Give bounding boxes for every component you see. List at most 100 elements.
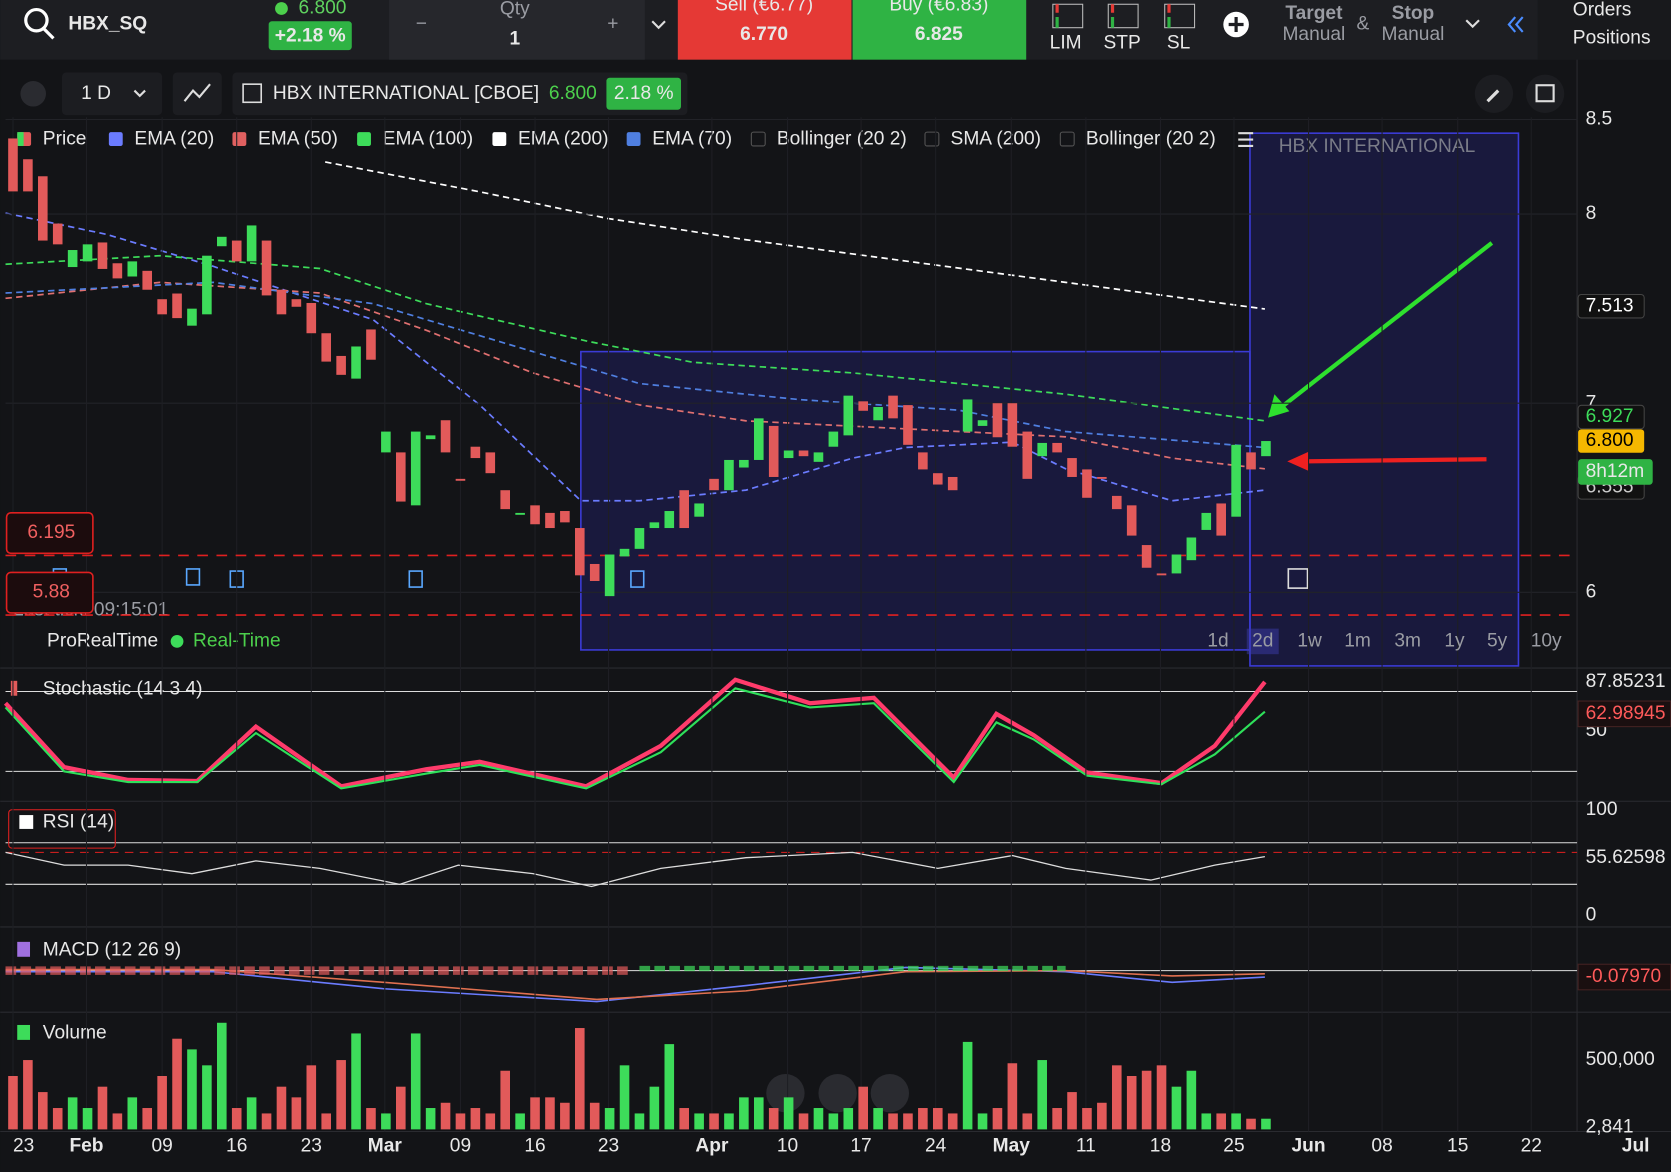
order-type[interactable]: LIM [1050, 33, 1082, 54]
period-button[interactable]: 1m [1344, 630, 1371, 651]
candle [888, 395, 898, 419]
period-button[interactable]: 1w [1297, 630, 1322, 651]
legend-item[interactable]: EMA (20) [134, 129, 214, 150]
instrument-box[interactable] [232, 72, 688, 116]
collapse-icon[interactable] [1507, 16, 1524, 33]
candle [1216, 503, 1226, 536]
alert-label: 6.195 [27, 522, 75, 543]
candle [753, 418, 764, 460]
orders[interactable]: Orders [1573, 0, 1632, 21]
stop[interactable]: Stop [1392, 3, 1435, 24]
volume-bar [1111, 1065, 1122, 1130]
period-button[interactable]: 1d [1207, 630, 1228, 651]
legend-item[interactable]: EMA (200) [518, 129, 609, 150]
candle [381, 431, 391, 453]
volume-bar [1186, 1070, 1197, 1130]
volume-bar [381, 1113, 391, 1130]
alert-box[interactable] [5, 571, 94, 614]
symbol[interactable]: HBX_SQ [68, 14, 147, 35]
volume-bar [858, 1086, 868, 1130]
feed-dot [170, 635, 184, 648]
candle [664, 511, 675, 529]
volume-bar [157, 1076, 167, 1130]
period-button[interactable]: 10y [1531, 630, 1562, 651]
period-button[interactable]: 3m [1394, 630, 1421, 651]
target-mode: Manual [1282, 24, 1345, 45]
alert-box[interactable] [5, 512, 94, 555]
news-icon[interactable] [408, 570, 423, 588]
target[interactable]: Target [1285, 3, 1343, 24]
legend-item[interactable]: EMA (70) [652, 129, 732, 150]
qty-plus[interactable]: + [607, 14, 618, 35]
x-tick-label: 17 [850, 1135, 871, 1156]
legend-item[interactable]: SMA (200) [951, 129, 1042, 150]
news-icon[interactable] [185, 568, 201, 586]
buy-button[interactable] [852, 0, 1027, 60]
period-button[interactable]: 5y [1487, 630, 1508, 651]
stoch-title: Stochastic (14 3 4) [43, 678, 203, 699]
candle [1052, 442, 1062, 453]
lim-icon[interactable] [1052, 3, 1084, 29]
drawn-rectangle[interactable] [580, 350, 1251, 651]
x-tick-label: Jun [1292, 1135, 1326, 1156]
rsi-title-box [8, 809, 116, 849]
reset-zoom[interactable] [766, 1073, 805, 1113]
brand: ProRealTime [47, 630, 158, 651]
candle [604, 554, 615, 597]
volume-bar [172, 1038, 182, 1130]
sl-icon[interactable] [1164, 3, 1196, 29]
zoom-out[interactable] [818, 1073, 857, 1113]
x-tick-label: 10 [777, 1135, 798, 1156]
red-arrow[interactable] [1302, 457, 1487, 464]
lock-icon[interactable] [20, 80, 46, 107]
drawn-rectangle[interactable] [1249, 132, 1520, 667]
y-tick-label: 8.5 [1586, 109, 1613, 130]
buy-label: Buy (€6.83) [889, 0, 988, 15]
volume-bar [500, 1070, 511, 1130]
window-button[interactable] [1525, 74, 1565, 113]
qty[interactable]: 1 [509, 28, 520, 49]
stp-icon[interactable] [1107, 3, 1139, 29]
timeframe-box[interactable] [61, 72, 163, 116]
legend-item[interactable]: Bollinger (20 2) [777, 129, 907, 150]
candle [351, 346, 361, 379]
period-button[interactable]: 2d [1252, 630, 1273, 651]
candle [276, 289, 287, 315]
order-type[interactable]: SL [1167, 33, 1191, 54]
chevron[interactable] [1465, 19, 1480, 29]
chevron[interactable] [651, 20, 666, 30]
volume-bar [947, 1113, 958, 1130]
candle [1126, 505, 1137, 536]
candle [1037, 442, 1047, 457]
last-price: 6.800 [299, 0, 347, 19]
news-icon[interactable] [630, 570, 645, 588]
qty-minus[interactable]: − [416, 14, 427, 35]
legend-item[interactable]: EMA (100) [383, 129, 474, 150]
y-tick-label: 8 [1586, 203, 1597, 224]
rsi-label: 0 [1586, 904, 1597, 925]
sell-button[interactable] [677, 0, 852, 60]
volume-bar [52, 1108, 63, 1130]
candle [23, 159, 33, 192]
positions[interactable]: Positions [1573, 27, 1651, 48]
stoch-value-box [1577, 700, 1671, 728]
legend-menu[interactable] [1238, 132, 1254, 148]
candle [992, 403, 1003, 438]
legend-item[interactable]: Bollinger (20 2) [1086, 129, 1216, 150]
green-arrow[interactable] [1277, 241, 1494, 411]
rsi-label: 55.62598 [1586, 847, 1666, 868]
wrench-icon [1486, 89, 1500, 103]
legend-swatch [357, 132, 371, 146]
legend-item[interactable]: EMA (50) [258, 129, 338, 150]
legend-item[interactable]: Price [43, 129, 87, 150]
info-icon[interactable] [1287, 568, 1309, 589]
period-button[interactable]: 1y [1444, 630, 1465, 651]
search-icon[interactable] [24, 7, 49, 33]
volume-bar [261, 1113, 272, 1130]
candle [231, 240, 242, 262]
zoom-in[interactable] [870, 1073, 910, 1113]
order-type[interactable]: STP [1103, 33, 1140, 54]
candle [67, 250, 78, 268]
volume-bar [783, 1097, 794, 1130]
x-tick-label: Jul [1622, 1135, 1650, 1156]
